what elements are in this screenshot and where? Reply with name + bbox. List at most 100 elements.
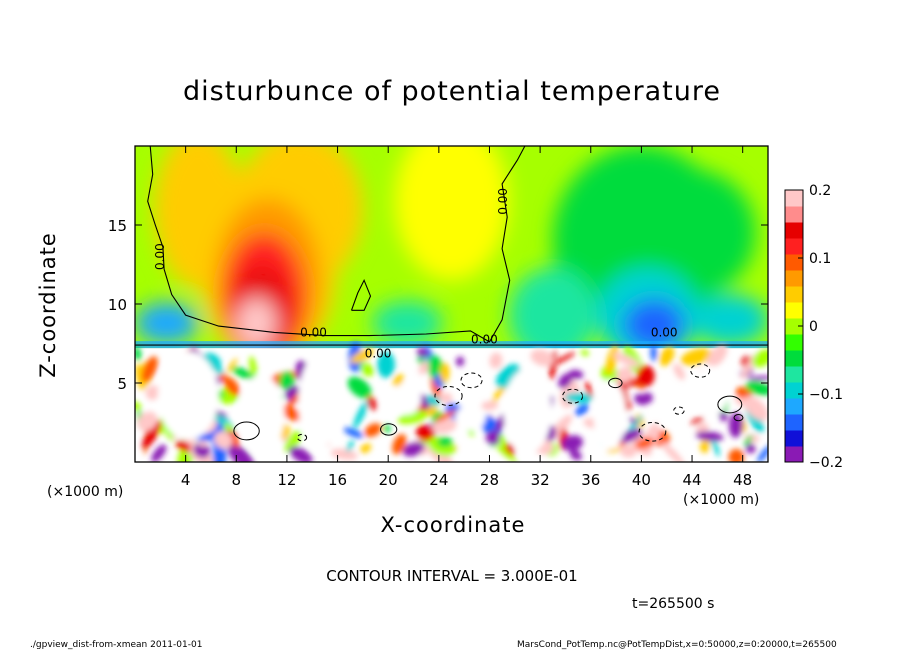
lower-blob: [659, 346, 675, 367]
lower-contour-loop: [460, 372, 483, 389]
lower-blob: [231, 366, 254, 380]
lower-blob: [562, 435, 584, 451]
x-tick-label: 40: [632, 471, 651, 489]
lower-contour-loop: [562, 388, 584, 404]
lower-contour-loop: [638, 421, 667, 442]
lower-contour-loop: [733, 414, 744, 422]
lower-blob: [747, 375, 768, 381]
x-unit-left: (×1000 m): [47, 484, 124, 500]
lower-blob: [383, 424, 391, 433]
lower-blob: [289, 446, 313, 462]
lower-blob: [690, 416, 704, 425]
neutral-pocket: [593, 379, 627, 450]
x-tick-label: 8: [232, 471, 242, 489]
lower-contour-loop: [296, 433, 308, 442]
lower-blob: [743, 396, 768, 421]
lower-blob: [226, 358, 238, 374]
x-tick-label: 20: [379, 471, 398, 489]
lower-blob: [142, 420, 162, 450]
lower-blob: [661, 442, 685, 462]
lower-blob: [628, 417, 637, 425]
lower-blob: [636, 365, 655, 387]
colorbar-swatch: [785, 350, 803, 367]
lower-blob: [634, 393, 648, 406]
upper-blob-9: [628, 169, 756, 297]
colorbar-swatch: [785, 238, 803, 255]
x-tick-label: 16: [328, 471, 347, 489]
lower-blob: [718, 411, 728, 422]
neutral-pocket: [503, 368, 552, 455]
colorbar-swatch: [785, 190, 803, 207]
lower-blob: [360, 443, 372, 454]
x-unit-right: (×1000 m): [683, 492, 760, 508]
lower-blob: [193, 443, 211, 459]
lower-contour-loop: [434, 385, 463, 407]
lower-blob: [568, 369, 584, 380]
lower-blob: [416, 424, 435, 442]
heatmap-upper-layer: [135, 146, 768, 368]
colorbar-swatch: [785, 302, 803, 319]
x-tick-label: 32: [531, 471, 550, 489]
contour-label: 0.00: [153, 243, 167, 270]
colorbar-swatch: [785, 318, 803, 335]
lower-blob: [695, 431, 724, 442]
y-tick-label: 10: [108, 296, 127, 314]
lower-blob: [421, 356, 431, 362]
colorbar-swatch: [785, 366, 803, 383]
lower-blob: [494, 443, 518, 462]
upper-blob-14: [371, 300, 443, 346]
lower-blob: [284, 430, 302, 453]
upper-blob-7: [236, 297, 277, 349]
neutral-pocket: [455, 405, 486, 431]
lower-blob: [377, 351, 395, 378]
colorbar-swatch: [785, 414, 803, 431]
lower-blob: [402, 442, 425, 457]
upper-blob-12: [623, 299, 685, 350]
contour-interval-text: CONTOUR INTERVAL = 3.000E-01: [326, 567, 578, 585]
lower-blob: [600, 365, 620, 384]
y-axis-ticks: 5 10 15: [108, 217, 768, 393]
x-tick-label: 28: [480, 471, 499, 489]
x-axis-ticks: 4 8 12 16 20 24 28 32 36 40 44 48: [181, 146, 752, 489]
lower-blob: [227, 443, 255, 462]
lower-blob: [569, 449, 582, 461]
lower-blob: [278, 371, 295, 390]
lower-blob: [700, 439, 710, 454]
colorbar-tick-label: 0.2: [809, 183, 831, 199]
lower-blob: [353, 400, 369, 429]
lower-blob: [214, 431, 233, 449]
lower-blob: [151, 444, 167, 462]
colorbar-tick-label: 0.1: [809, 251, 831, 267]
colorbar-tick-label: 0: [809, 319, 818, 335]
colorbar-swatch: [785, 222, 803, 239]
lower-blob: [673, 363, 686, 380]
colorbar-swatch: [785, 446, 803, 463]
lower-blob: [215, 367, 224, 375]
upper-blob-13: [135, 302, 199, 344]
lower-blob: [616, 366, 633, 384]
colorbar-swatch: [785, 430, 803, 447]
lower-blob: [350, 348, 375, 364]
footer-right-text: MarsCond_PotTemp.nc@PotTempDist,x=0:5000…: [517, 640, 837, 650]
lower-blob: [481, 400, 499, 411]
lower-blob: [485, 430, 502, 445]
heatmap-field: [135, 146, 768, 462]
lower-blob: [489, 352, 503, 369]
lower-blob: [745, 381, 768, 396]
lower-blob: [393, 374, 404, 387]
colorbar-tick-label: −0.2: [809, 455, 843, 471]
lower-blob: [613, 352, 640, 368]
contour-lines: [135, 146, 768, 442]
lower-contour-loop: [690, 363, 711, 378]
lower-blob: [137, 411, 158, 431]
lower-blob: [343, 427, 364, 438]
upper-blob-2: [394, 146, 509, 281]
x-tick-label: 36: [581, 471, 600, 489]
lower-blob: [279, 404, 302, 422]
lower-blob: [728, 448, 745, 462]
contour-label: 0.00: [496, 188, 510, 215]
x-tick-label: 24: [429, 471, 448, 489]
lower-blob: [558, 373, 573, 389]
contour-label: 0.00: [300, 325, 327, 339]
lower-blob: [619, 428, 643, 443]
